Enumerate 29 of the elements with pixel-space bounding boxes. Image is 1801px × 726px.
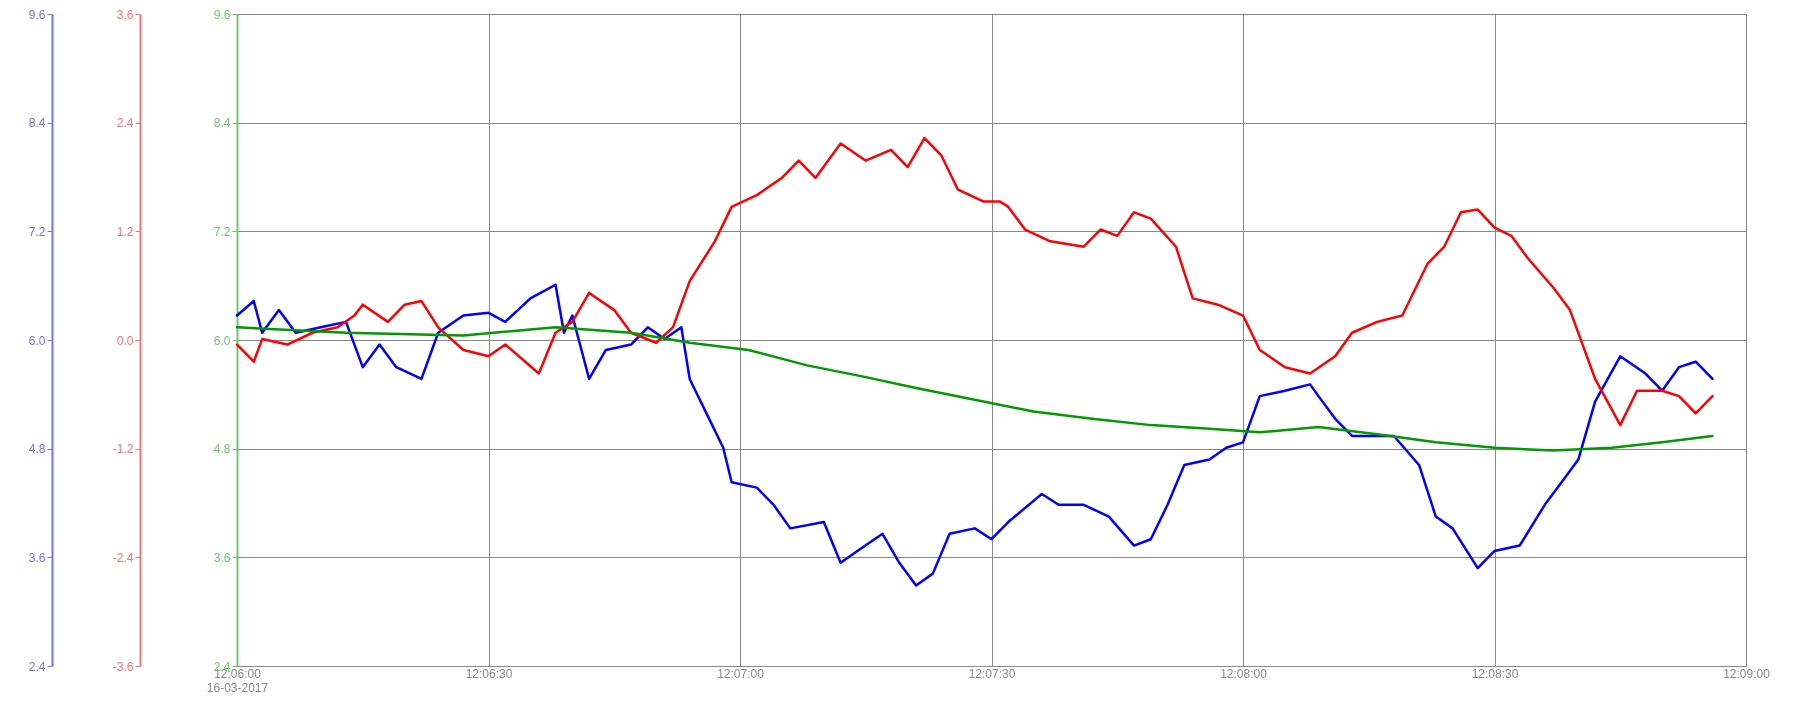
y3-tick-label: 6.0 xyxy=(213,333,231,348)
y-tick-label: 8.4 xyxy=(28,116,46,131)
x-tick-label: 12:07:00 xyxy=(717,666,765,681)
y2-tick-label: 3.6 xyxy=(116,7,134,22)
line-series xyxy=(235,136,1714,427)
x-tick-label: 12:09:00 xyxy=(1723,666,1771,681)
y-tick-label: 4.8 xyxy=(28,442,46,457)
y-tick-label: 6.0 xyxy=(28,333,46,348)
y2-tick-label: -2.4 xyxy=(112,550,134,565)
y-tick-label: 2.4 xyxy=(28,659,46,674)
y2-tick-label: 0.0 xyxy=(116,333,134,348)
y3-tick-label: 9.6 xyxy=(213,7,231,22)
y-tick-label: 9.6 xyxy=(28,7,46,22)
x-tick-label: 12:07:30 xyxy=(968,666,1016,681)
y-tick-label: 7.2 xyxy=(28,224,46,239)
x-tick-label: 12:06:30 xyxy=(465,666,513,681)
y2-tick-label: 1.2 xyxy=(116,224,134,239)
y3-tick-label: 7.2 xyxy=(213,224,231,239)
y2-tick-label: -3.6 xyxy=(112,659,134,674)
line-series xyxy=(235,326,1714,452)
y3-tick-label: 4.8 xyxy=(213,442,231,457)
y-tick-label: 3.6 xyxy=(28,550,46,565)
x-tick-label: 12:08:00 xyxy=(1220,666,1268,681)
line-series xyxy=(235,283,1714,587)
y2-tick-label: 2.4 xyxy=(116,116,134,131)
y3-tick-label: 8.4 xyxy=(213,116,231,131)
y2-tick-label: -1.2 xyxy=(112,442,134,457)
y3-tick-label: 3.6 xyxy=(213,550,231,565)
x-tick-label: 12:08:30 xyxy=(1471,666,1519,681)
